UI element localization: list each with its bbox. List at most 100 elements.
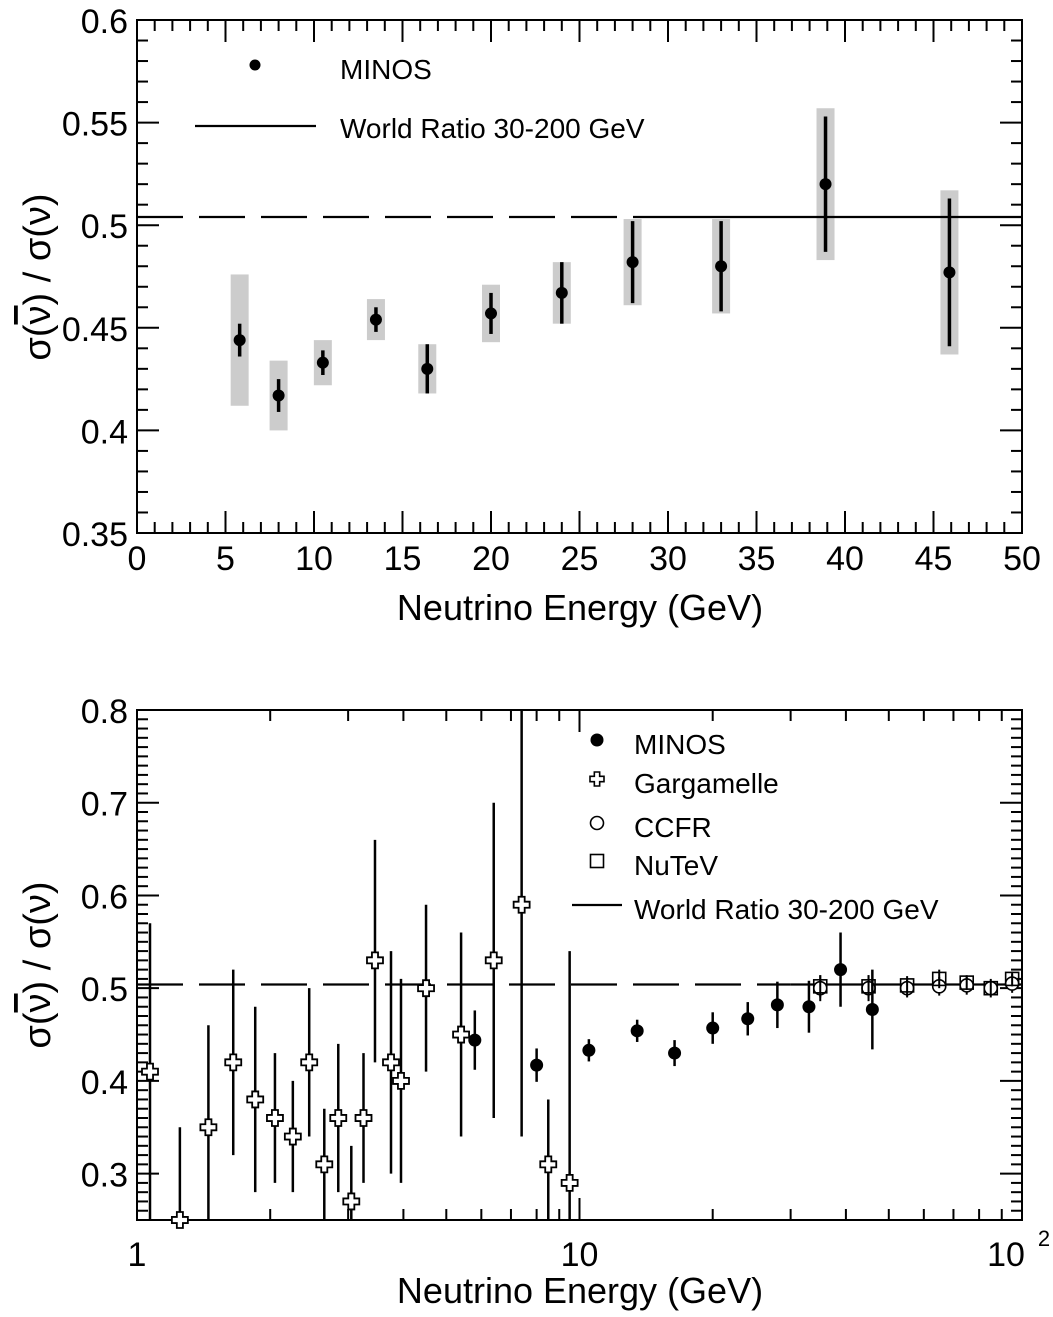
x-tick-label: 15 xyxy=(384,540,422,578)
x-axis-label: Neutrino Energy (GeV) xyxy=(397,1270,763,1311)
y-label-part: σ( xyxy=(17,1012,59,1048)
plot-frame xyxy=(136,19,1023,534)
x-tick-label: 1 xyxy=(128,1236,147,1274)
y-tick-label: 0.6 xyxy=(81,878,128,916)
x-axis-label: Neutrino Energy (GeV) xyxy=(397,587,763,628)
y-label-part: ) / σ( xyxy=(17,913,59,994)
legend-world-ratio-label: World Ratio 30-200 GeV xyxy=(340,113,645,144)
minos-point xyxy=(802,1000,816,1014)
x-tick-label: 10 xyxy=(561,1236,599,1274)
gargamelle-point xyxy=(342,1192,361,1211)
gargamelle-point xyxy=(199,1118,218,1137)
minos-point xyxy=(865,1003,879,1017)
minos-point xyxy=(582,1043,596,1057)
y-label-part: ν xyxy=(17,894,59,913)
gargamelle-point xyxy=(366,951,384,970)
gargamelle-point xyxy=(246,1090,265,1109)
nutev-point xyxy=(1004,971,1020,987)
nutev-point xyxy=(959,975,975,990)
x-tick-label: 5 xyxy=(216,540,235,578)
legend-minos-label: MINOS xyxy=(340,54,432,85)
gargamelle-point xyxy=(382,1053,400,1072)
x-tick-exponent: 2 xyxy=(1038,1226,1050,1251)
nutev-point xyxy=(931,971,947,987)
minos-point xyxy=(369,313,382,326)
minos-point xyxy=(626,256,639,269)
x-tick-label: 30 xyxy=(649,540,687,578)
y-tick-label: 0.45 xyxy=(62,311,128,349)
y-tick-label: 0.4 xyxy=(81,413,128,451)
nutev-point xyxy=(812,979,828,994)
y-tick-label: 0.5 xyxy=(81,208,128,246)
gargamelle-point xyxy=(283,1127,302,1146)
y-label-antineutrino: ν xyxy=(17,305,59,324)
panel-top-chart: 0 5 10 15 20 25 30 35 40 45 50 0.35 0.4 0.45 0.5 0.55 0.… xyxy=(17,3,1041,628)
y-label-part: ) / σ( xyxy=(17,225,59,306)
minos-point xyxy=(485,307,497,320)
y-tick-label: 0.5 xyxy=(81,971,128,1009)
legend-nutev-label: NuTeV xyxy=(634,850,718,881)
y-label-part: σ( xyxy=(17,324,59,360)
gargamelle-point xyxy=(484,951,503,970)
minos-point xyxy=(233,334,246,347)
legend-minos-label: MINOS xyxy=(634,729,726,760)
y-tick-label: 0.8 xyxy=(81,693,128,731)
y-tick-label: 0.7 xyxy=(81,786,128,824)
y-tick-label: 0.55 xyxy=(62,106,128,144)
minos-point xyxy=(834,963,848,977)
gargamelle-point xyxy=(417,979,435,998)
x-tick-label: 20 xyxy=(472,540,510,578)
panel-bottom-chart: 0.3 0.4 0.5 0.6 0.7 0.8 1 10 10 2 Neutrino Energy … xyxy=(17,693,1050,1311)
gargamelle-point xyxy=(300,1053,319,1072)
y-tick-label: 0.35 xyxy=(62,516,128,554)
minos-point xyxy=(770,998,784,1012)
plot-frame xyxy=(136,709,1023,1221)
y-label-part: ν xyxy=(17,206,59,225)
gargamelle-point xyxy=(539,1155,558,1174)
gargamelle-point xyxy=(266,1109,284,1127)
minos-point xyxy=(630,1024,644,1038)
minos-point xyxy=(316,356,329,369)
gargamelle-point xyxy=(329,1109,348,1127)
x-tick-label: 0 xyxy=(128,540,147,578)
nutev-point xyxy=(983,980,999,996)
x-tick-label: 50 xyxy=(1003,540,1041,578)
legend-gargamelle-marker xyxy=(589,771,605,787)
legend-nutev-marker xyxy=(589,853,605,869)
nutev-point xyxy=(899,978,915,993)
gargamelle-point xyxy=(170,1211,189,1229)
legend-gargamelle-label: Gargamelle xyxy=(634,768,779,799)
gargamelle-point xyxy=(315,1155,334,1174)
legend-minos-marker xyxy=(590,733,604,747)
x-tick-label: 35 xyxy=(738,540,776,578)
y-axis-label: σ(ν) / σ(ν) xyxy=(17,193,59,360)
nutev-point xyxy=(861,979,876,994)
y-label-part: ) xyxy=(17,881,59,894)
minos-point xyxy=(819,178,832,191)
legend-world-ratio-label: World Ratio 30-200 GeV xyxy=(634,894,939,925)
y-tick-label: 0.4 xyxy=(81,1064,128,1102)
gargamelle-point xyxy=(354,1109,373,1127)
y-tick-label: 0.6 xyxy=(81,3,128,41)
minos-point xyxy=(943,266,956,279)
y-label-part: ) xyxy=(17,193,59,206)
gargamelle-point xyxy=(512,895,531,914)
minos-point xyxy=(741,1012,755,1026)
y-tick-label: 0.3 xyxy=(81,1157,128,1195)
minos-point xyxy=(468,1033,482,1047)
minos-point xyxy=(530,1058,544,1072)
minos-point xyxy=(421,362,434,375)
y-label-antineutrino: ν xyxy=(17,993,59,1012)
gargamelle-point xyxy=(560,1174,579,1192)
x-tick-label: 45 xyxy=(915,540,953,578)
minos-point xyxy=(668,1046,682,1060)
x-tick-label: 40 xyxy=(826,540,864,578)
minos-point xyxy=(272,389,285,402)
gargamelle-point xyxy=(452,1025,470,1044)
legend-ccfr-label: CCFR xyxy=(634,812,712,843)
legend-ccfr-marker xyxy=(589,815,605,831)
y-axis-label: σ(ν) / σ(ν) xyxy=(17,881,59,1048)
gargamelle-point xyxy=(392,1072,410,1090)
minos-point xyxy=(715,260,728,273)
